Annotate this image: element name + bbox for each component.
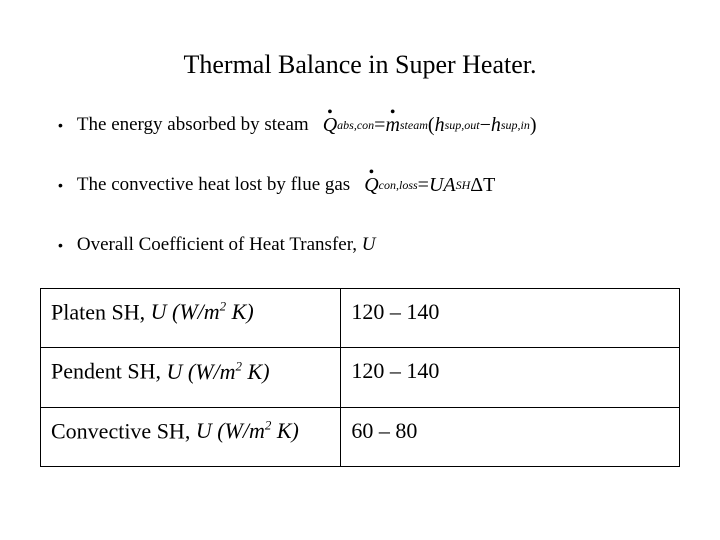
table-cell-label: Pendent SH, U (W/m2 K) (41, 348, 341, 407)
bullet-item-3: • Overall Coefficient of Heat Transfer, … (40, 228, 680, 262)
bullet-dot-icon: • (58, 118, 63, 132)
eq1-Q-sub: abs,con (337, 118, 374, 133)
bullet-item-1: • The energy absorbed by steam •Qabs,con… (40, 108, 680, 142)
row1-symbol: U (167, 359, 183, 384)
eq1-minus: − (480, 114, 491, 137)
bullet-3-prefix: Overall Coefficient of Heat Transfer, (77, 234, 362, 255)
table-row: Pendent SH, U (W/m2 K) 120 – 140 (41, 348, 680, 407)
table-cell-value: 60 – 80 (341, 407, 680, 466)
row0-symbol: U (151, 299, 167, 324)
eq2-UA: UA (429, 174, 456, 197)
table-cell-label: Platen SH, U (W/m2 K) (41, 289, 341, 348)
eq1-equals: = (374, 114, 385, 137)
row2-unit-open: (W/m (212, 418, 265, 443)
eq2-Q-sub: con,loss (379, 178, 418, 193)
eq1-h1-sub: sup,out (445, 118, 480, 133)
row1-unit-open: (W/m (182, 359, 235, 384)
row1-unit-close: K) (242, 359, 270, 384)
bullet-dot-icon: • (58, 238, 63, 252)
bullet-3-text: Overall Coefficient of Heat Transfer, U (77, 234, 376, 256)
equation-1: •Qabs,con = •msteam(hsup,out − hsup,in) (323, 114, 537, 137)
row0-unit-close: K) (226, 299, 254, 324)
page-title: Thermal Balance in Super Heater. (40, 50, 680, 80)
table-row: Convective SH, U (W/m2 K) 60 – 80 (41, 407, 680, 466)
bullet-2-text: The convective heat lost by flue gas (77, 174, 350, 196)
bullet-item-2: • The convective heat lost by flue gas •… (40, 168, 680, 202)
row2-prefix: Convective SH, (51, 418, 196, 443)
eq1-h1: h (435, 114, 445, 137)
eq2-A-sub: SH (456, 178, 471, 193)
row0-unit-open: (W/m (167, 299, 220, 324)
row2-unit-close: K) (271, 418, 299, 443)
table-row: Platen SH, U (W/m2 K) 120 – 140 (41, 289, 680, 348)
bullet-1-text: The energy absorbed by steam (77, 114, 309, 136)
table-cell-value: 120 – 140 (341, 289, 680, 348)
eq1-h2: h (491, 114, 501, 137)
eq1-m-sub: steam (400, 118, 428, 133)
bullet-3-symbol: U (362, 234, 376, 255)
eq1-h2-sub: sup,in (501, 118, 530, 133)
equation-2: •Qcon,loss = UASHΔT (364, 174, 495, 197)
bullet-dot-icon: • (58, 178, 63, 192)
row1-prefix: Pendent SH, (51, 359, 167, 384)
coefficient-table: Platen SH, U (W/m2 K) 120 – 140 Pendent … (40, 288, 680, 467)
eq1-lparen: ( (428, 114, 435, 137)
table-cell-value: 120 – 140 (341, 348, 680, 407)
slide: Thermal Balance in Super Heater. • The e… (0, 0, 720, 540)
table-cell-label: Convective SH, U (W/m2 K) (41, 407, 341, 466)
eq2-deltaT: ΔT (470, 174, 495, 197)
eq1-rparen: ) (530, 114, 537, 137)
eq2-equals: = (418, 174, 429, 197)
row0-prefix: Platen SH, (51, 299, 151, 324)
bullet-list: • The energy absorbed by steam •Qabs,con… (40, 108, 680, 262)
row2-symbol: U (196, 418, 212, 443)
